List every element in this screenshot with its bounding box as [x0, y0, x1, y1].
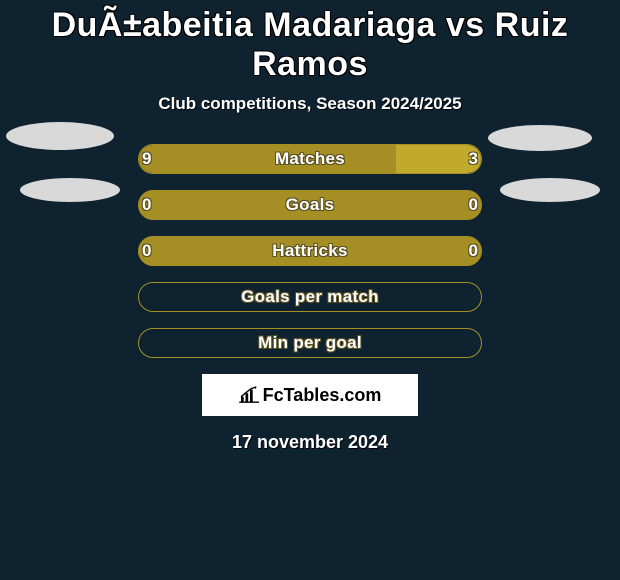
bar-row: Hattricks00 — [138, 236, 482, 266]
decorative-ellipse — [20, 178, 120, 202]
bar-bg — [138, 236, 482, 266]
logo-box: FcTables.com — [202, 374, 418, 416]
bar-chart-icon — [239, 386, 261, 404]
bar-bg — [138, 328, 482, 358]
logo: FcTables.com — [239, 385, 382, 406]
decorative-ellipse — [488, 125, 592, 151]
bar-left-fill — [139, 145, 396, 173]
bars-area: Matches93 Goals00 Hattricks00 Goals per mat… — [0, 144, 620, 358]
bar-row: Goals00 — [138, 190, 482, 220]
logo-text: FcTables.com — [263, 385, 382, 406]
page-subtitle: Club competitions, Season 2024/2025 — [0, 94, 620, 114]
decorative-ellipse — [500, 178, 600, 202]
bar-row: Matches93 — [138, 144, 482, 174]
bar-bg — [138, 282, 482, 312]
bar-row: Min per goal — [138, 328, 482, 358]
decorative-ellipse — [6, 122, 114, 150]
bar-row: Goals per match — [138, 282, 482, 312]
comparison-infographic: DuÃ±abeitia Madariaga vs Ruiz Ramos Club… — [0, 0, 620, 580]
bar-right-fill — [396, 145, 482, 173]
bar-bg — [138, 144, 482, 174]
date-label: 17 november 2024 — [0, 432, 620, 453]
page-title: DuÃ±abeitia Madariaga vs Ruiz Ramos — [0, 0, 620, 84]
bar-bg — [138, 190, 482, 220]
